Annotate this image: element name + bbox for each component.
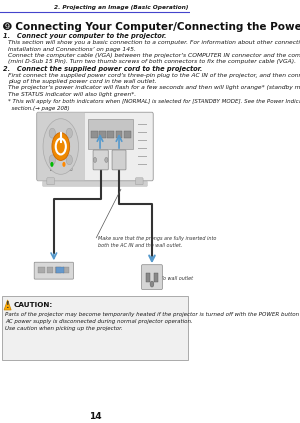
Circle shape [105,157,108,162]
FancyBboxPatch shape [154,273,158,283]
FancyBboxPatch shape [37,113,85,180]
Text: The projector’s power indicator will flash for a few seconds and then will light: The projector’s power indicator will fla… [8,85,300,91]
Circle shape [49,155,56,165]
FancyBboxPatch shape [47,178,55,185]
FancyBboxPatch shape [2,296,188,360]
Text: 2. Projecting an Image (Basic Operation): 2. Projecting an Image (Basic Operation) [54,5,188,10]
FancyBboxPatch shape [116,131,122,138]
Text: ➒ Connecting Your Computer/Connecting the Power Cord: ➒ Connecting Your Computer/Connecting th… [2,22,300,32]
Text: !: ! [6,302,9,310]
Circle shape [66,128,73,138]
FancyBboxPatch shape [99,131,106,138]
Text: STATUS: STATUS [55,163,64,168]
FancyBboxPatch shape [38,267,44,273]
Circle shape [52,132,70,160]
Text: Make sure that the prongs are fully inserted into
both the AC IN and the wall ou: Make sure that the prongs are fully inse… [98,236,217,248]
FancyBboxPatch shape [88,119,133,149]
FancyBboxPatch shape [55,267,61,273]
FancyBboxPatch shape [107,131,114,138]
Text: This section will show you a basic connection to a computer. For information abo: This section will show you a basic conne… [8,40,300,52]
Circle shape [93,157,97,162]
Text: Connect the computer cable (VGA) between the projector’s COMPUTER IN connector a: Connect the computer cable (VGA) between… [8,52,300,64]
Circle shape [43,119,79,174]
Text: 2.   Connect the supplied power cord to the projector.: 2. Connect the supplied power cord to th… [2,66,202,71]
Polygon shape [4,300,11,310]
FancyBboxPatch shape [91,131,98,138]
Text: * This will apply for both indicators when [NORMAL] is selected for [STANDBY MOD: * This will apply for both indicators wh… [8,99,300,111]
Text: 1.   Connect your computer to the projector.: 1. Connect your computer to the projecto… [2,33,166,39]
Circle shape [66,155,73,165]
Text: First connect the supplied power cord’s three-pin plug to the AC IN of the proje: First connect the supplied power cord’s … [8,72,300,84]
Text: 14: 14 [89,412,101,421]
FancyBboxPatch shape [56,267,64,273]
Text: → To wall outlet: → To wall outlet [155,276,193,281]
Circle shape [49,128,56,138]
Text: AUTO
ADJ.: AUTO ADJ. [49,141,56,150]
Text: EXIT: EXIT [50,168,55,172]
FancyBboxPatch shape [124,131,130,138]
FancyBboxPatch shape [37,112,153,181]
FancyBboxPatch shape [63,267,69,273]
Circle shape [50,162,53,167]
FancyBboxPatch shape [146,273,150,283]
FancyBboxPatch shape [136,178,143,185]
Text: CAUTION:: CAUTION: [13,302,52,308]
Text: COMPUTER IN: COMPUTER IN [95,124,127,128]
Circle shape [62,162,65,167]
FancyBboxPatch shape [142,265,162,289]
Text: POWER: POWER [66,163,75,168]
Text: MENU: MENU [65,168,73,172]
FancyBboxPatch shape [112,150,126,170]
Text: The STATUS indicator will also light green*.: The STATUS indicator will also light gre… [8,92,136,97]
FancyBboxPatch shape [93,150,108,170]
Text: ENTER: ENTER [65,141,74,145]
FancyBboxPatch shape [34,262,74,279]
Circle shape [150,281,154,287]
FancyBboxPatch shape [43,181,147,186]
Text: Parts of the projector may become temporarily heated if the projector is turned : Parts of the projector may become tempor… [5,312,300,331]
FancyBboxPatch shape [47,267,53,273]
